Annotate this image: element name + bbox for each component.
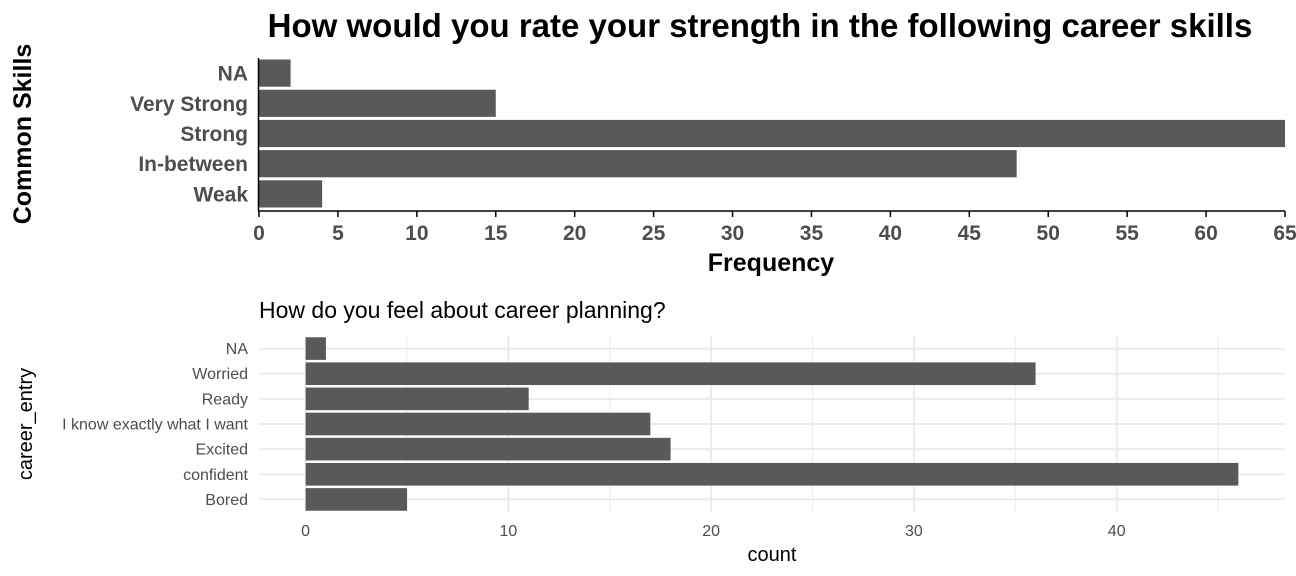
chart1-x-tick-label: 5 xyxy=(332,222,344,245)
chart2-x-tick-label: 0 xyxy=(301,523,310,540)
chart2-y-tick-label: I know exactly what I want xyxy=(62,417,248,434)
chart1-y-tick-labels: NA Very Strong Strong In-between Weak xyxy=(130,63,248,207)
chart1-x-tick-label: 25 xyxy=(642,222,666,245)
chart2-y-tick-label: confident xyxy=(183,467,248,484)
chart2-bar xyxy=(305,412,651,436)
skills-strength-chart: How would you rate your strength in the … xyxy=(9,7,1296,277)
career-planning-chart: How do you feel about career planning? N… xyxy=(15,297,1285,566)
chart1-x-tick-label: 35 xyxy=(800,222,824,245)
chart1-bar xyxy=(259,150,1017,178)
chart1-bar xyxy=(259,59,291,87)
chart1-x-tick-label: 15 xyxy=(484,222,508,245)
chart2-bar xyxy=(305,387,529,411)
chart1-x-axis-title: Frequency xyxy=(708,249,835,277)
chart1-x-tick-label: 10 xyxy=(405,222,428,245)
chart2-bar xyxy=(305,462,1239,486)
chart1-title: How would you rate your strength in the … xyxy=(268,7,1253,44)
chart2-y-tick-label: Excited xyxy=(196,442,248,459)
chart2-y-tick-label: Bored xyxy=(205,492,248,509)
chart2-x-tick-label: 10 xyxy=(500,523,518,540)
chart2-title: How do you feel about career planning? xyxy=(259,297,666,323)
chart1-x-tick-label: 45 xyxy=(958,222,982,245)
chart1-y-tick-label: Strong xyxy=(180,123,248,146)
chart2-y-tick-label: Ready xyxy=(202,391,248,408)
chart2-bars xyxy=(305,337,1239,511)
chart1-x-tick-label: 40 xyxy=(879,222,902,245)
chart2-x-tick-label: 30 xyxy=(905,523,923,540)
chart2-x-tick-label: 40 xyxy=(1108,523,1126,540)
chart1-x-tick-label: 30 xyxy=(721,222,744,245)
chart1-y-tick-label: NA xyxy=(218,63,248,86)
chart2-y-tick-labels: NA Worried Ready I know exactly what I want… xyxy=(62,341,248,509)
chart1-x-tick-labels: 0 5 10 15 20 25 30 35 40 45 50 55 60 65 xyxy=(253,211,1296,245)
chart1-bar xyxy=(259,89,496,117)
chart1-y-axis-title: Common Skills xyxy=(9,44,37,225)
chart1-y-tick-label: In-between xyxy=(138,153,248,176)
chart2-bar xyxy=(305,362,1036,386)
chart2-x-axis-title: count xyxy=(748,544,797,566)
chart2-x-tick-label: 20 xyxy=(702,523,720,540)
chart1-y-tick-label: Very Strong xyxy=(130,93,248,116)
chart2-bar xyxy=(305,437,671,461)
chart2-y-axis-title: career_entry xyxy=(15,368,37,480)
chart1-x-tick-label: 20 xyxy=(563,222,586,245)
chart1-bar xyxy=(259,119,1285,148)
chart2-x-tick-labels: 0 10 20 30 40 xyxy=(301,523,1126,540)
chart1-y-tick-label: Weak xyxy=(194,183,249,206)
chart1-bars xyxy=(259,59,1285,208)
chart1-bar xyxy=(259,180,323,208)
chart1-x-tick-label: 60 xyxy=(1194,222,1217,245)
chart1-x-tick-label: 55 xyxy=(1115,222,1139,245)
chart1-x-tick-label: 65 xyxy=(1273,222,1296,245)
chart2-bar xyxy=(305,488,408,511)
chart1-x-tick-label: 0 xyxy=(253,222,265,245)
chart1-x-tick-label: 50 xyxy=(1037,222,1060,245)
chart2-y-tick-label: Worried xyxy=(192,366,248,383)
chart2-bar xyxy=(305,337,326,360)
chart2-y-tick-label: NA xyxy=(226,341,249,358)
